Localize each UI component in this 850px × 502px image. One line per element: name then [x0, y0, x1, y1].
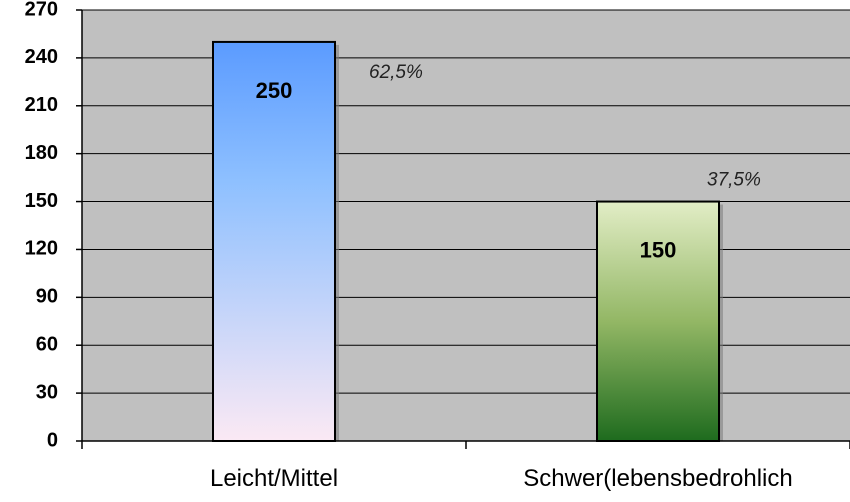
y-tick-label: 60 — [36, 334, 58, 356]
y-tick-label: 240 — [25, 46, 58, 68]
bar-2 — [596, 200, 720, 442]
y-tick-label: 210 — [25, 94, 58, 116]
gridlines — [82, 9, 850, 394]
y-axis-ticks: 0 30 60 90 120 150 180 210 240 270 — [25, 0, 850, 451]
y-tick-label: 150 — [25, 190, 58, 212]
bar-1 — [212, 40, 336, 442]
data-labels: 250 62,5% 150 37,5% — [256, 62, 761, 263]
category-label: Schwer(lebensbedrohlich — [523, 465, 792, 492]
y-tick-label: 0 — [47, 429, 58, 451]
bar-percent-label: 62,5% — [369, 62, 423, 83]
y-tick-label: 270 — [25, 0, 58, 20]
bar-value-label: 250 — [256, 78, 293, 103]
bar-value-label: 150 — [640, 238, 677, 263]
category-label: Leicht/Mittel — [210, 465, 338, 492]
y-tick-label: 90 — [36, 286, 58, 308]
y-tick-label: 30 — [36, 381, 58, 403]
y-tick-label: 120 — [25, 238, 58, 260]
plot-area — [82, 10, 850, 441]
y-tick-label: 180 — [25, 142, 58, 164]
x-axis-labels: Leicht/Mittel Schwer(lebensbedrohlich — [210, 465, 793, 492]
bars — [212, 40, 723, 442]
bar-percent-label: 37,5% — [707, 170, 761, 191]
